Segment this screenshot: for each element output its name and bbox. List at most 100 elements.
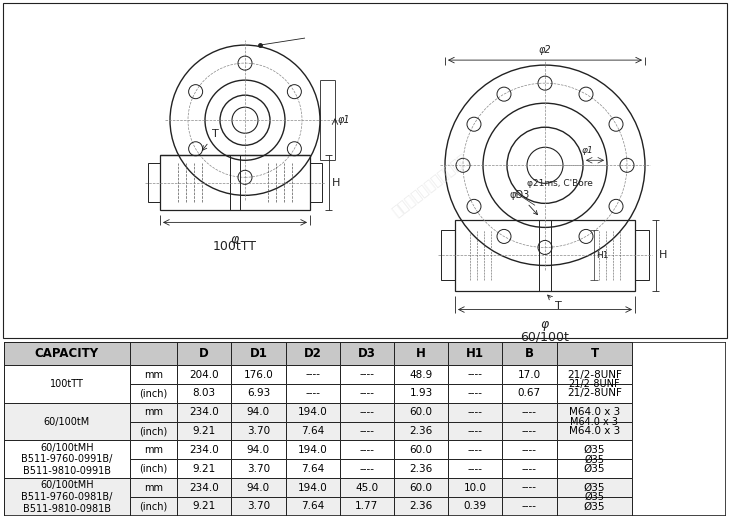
Bar <box>448 403 502 422</box>
Bar <box>285 478 339 497</box>
Bar <box>4 478 130 516</box>
Bar <box>394 342 448 365</box>
Text: 21/2-8UNF: 21/2-8UNF <box>569 379 620 389</box>
Text: 60.0: 60.0 <box>410 483 432 492</box>
Text: ----: ---- <box>359 426 374 436</box>
Text: ----: ---- <box>522 483 537 492</box>
Bar <box>4 440 130 478</box>
Bar <box>130 440 177 459</box>
Bar <box>130 422 177 440</box>
Text: 100tTT: 100tTT <box>213 240 257 253</box>
Bar <box>339 342 394 365</box>
Bar <box>556 422 632 440</box>
Bar <box>394 478 448 497</box>
Bar <box>285 342 339 365</box>
Bar <box>448 440 502 459</box>
Bar <box>339 384 394 403</box>
Bar <box>130 403 177 422</box>
Bar <box>339 459 394 478</box>
Bar <box>448 365 502 384</box>
Text: ----: ---- <box>359 370 374 380</box>
Text: 9.21: 9.21 <box>193 426 216 436</box>
Bar <box>502 384 556 403</box>
Text: φ1: φ1 <box>581 146 593 155</box>
Bar <box>285 459 339 478</box>
Bar <box>177 497 231 516</box>
Bar <box>177 365 231 384</box>
Text: 9.21: 9.21 <box>193 501 216 512</box>
Text: 94.0: 94.0 <box>247 483 270 492</box>
Bar <box>556 440 632 459</box>
Bar <box>177 403 231 422</box>
Text: M64.0 x 3: M64.0 x 3 <box>569 426 620 436</box>
Bar <box>394 384 448 403</box>
Bar <box>177 342 231 365</box>
Text: Ø35: Ø35 <box>585 454 604 464</box>
Bar <box>177 459 231 478</box>
Bar <box>556 365 632 403</box>
Text: H1: H1 <box>466 347 484 360</box>
Text: Ø35: Ø35 <box>584 501 605 512</box>
Bar <box>448 478 502 497</box>
Text: ----: ---- <box>305 388 320 398</box>
Text: 60.0: 60.0 <box>410 407 432 417</box>
Bar <box>130 497 177 516</box>
Bar <box>130 342 177 365</box>
Bar <box>556 403 632 422</box>
Bar <box>556 384 632 403</box>
Text: D1: D1 <box>250 347 267 360</box>
Text: M64.0 x 3: M64.0 x 3 <box>569 407 620 417</box>
Bar <box>177 422 231 440</box>
Bar <box>502 478 556 497</box>
Text: 7.64: 7.64 <box>301 464 324 474</box>
Text: φ2: φ2 <box>539 45 551 55</box>
Text: 1.93: 1.93 <box>410 388 433 398</box>
Text: φ21ms, C'Bore: φ21ms, C'Bore <box>527 179 593 188</box>
Text: 176.0: 176.0 <box>244 370 273 380</box>
Bar <box>556 459 632 478</box>
Text: 2.36: 2.36 <box>410 501 433 512</box>
Bar <box>339 440 394 459</box>
Text: 234.0: 234.0 <box>189 483 219 492</box>
Bar <box>394 459 448 478</box>
Text: ----: ---- <box>359 445 374 455</box>
Bar <box>502 342 556 365</box>
Bar <box>160 155 310 211</box>
Bar <box>339 478 394 497</box>
Text: ----: ---- <box>359 407 374 417</box>
Text: 10.0: 10.0 <box>464 483 487 492</box>
Bar <box>4 365 130 403</box>
Text: mm: mm <box>144 407 163 417</box>
Text: ----: ---- <box>468 388 483 398</box>
Text: mm: mm <box>144 445 163 455</box>
Text: T: T <box>591 347 599 360</box>
Bar <box>148 163 160 202</box>
Bar <box>502 440 556 459</box>
Bar <box>556 478 632 516</box>
Text: 60/100tM: 60/100tM <box>44 417 90 427</box>
Bar <box>285 365 339 384</box>
Text: H: H <box>332 178 340 188</box>
Text: B: B <box>525 347 534 360</box>
Bar <box>310 163 322 202</box>
Text: 0.39: 0.39 <box>464 501 487 512</box>
Bar <box>339 497 394 516</box>
Bar <box>502 497 556 516</box>
Text: (inch): (inch) <box>139 501 168 512</box>
Bar <box>556 440 632 478</box>
Text: 21/2-8UNF: 21/2-8UNF <box>567 370 622 380</box>
Text: φD3: φD3 <box>510 190 537 215</box>
Text: ----: ---- <box>522 407 537 417</box>
Text: 94.0: 94.0 <box>247 445 270 455</box>
Text: ----: ---- <box>468 370 483 380</box>
Text: 8.03: 8.03 <box>193 388 216 398</box>
Bar <box>4 403 130 440</box>
Text: 6.93: 6.93 <box>247 388 270 398</box>
Text: H: H <box>416 347 426 360</box>
Bar <box>394 422 448 440</box>
Text: 17.0: 17.0 <box>518 370 541 380</box>
Text: φ: φ <box>541 318 549 331</box>
Bar <box>502 365 556 384</box>
Text: mm: mm <box>144 370 163 380</box>
Bar <box>231 459 285 478</box>
